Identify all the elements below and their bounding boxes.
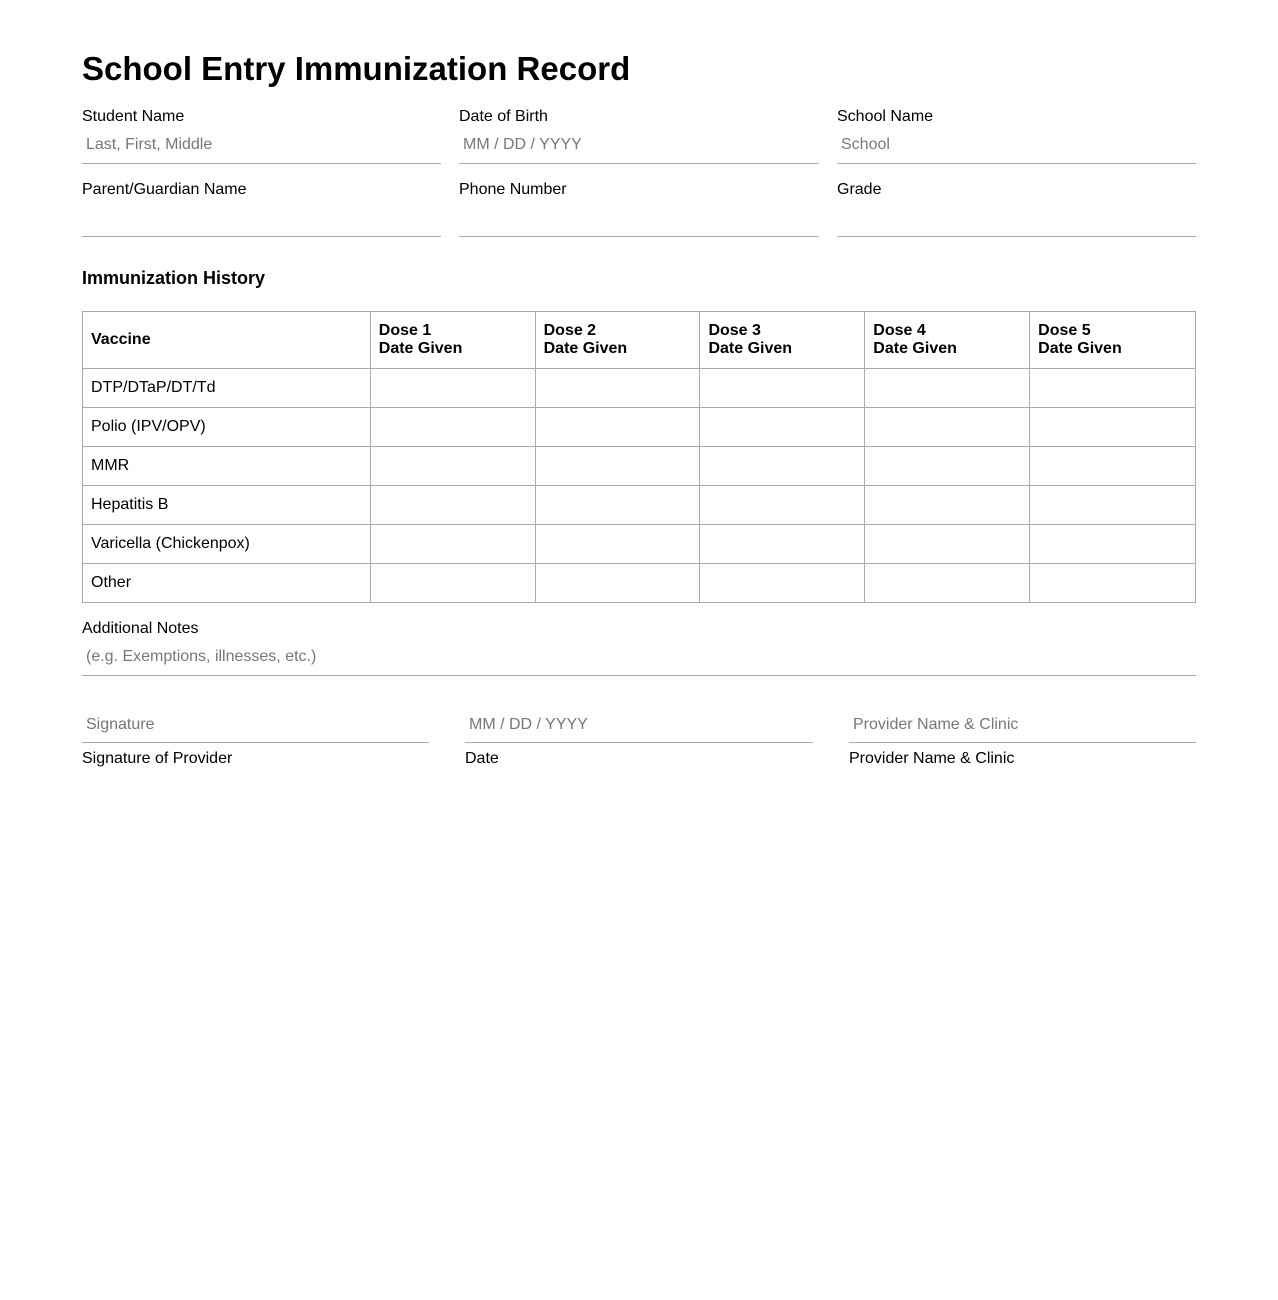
dose-2-date-cell[interactable] — [534, 485, 701, 525]
grade-field: Grade — [837, 179, 1196, 237]
header-line: Vaccine — [91, 331, 151, 348]
dose-5-date-cell[interactable] — [1029, 368, 1196, 408]
table-header-row: Vaccine Dose 1 Date Given Dose 2 Date Given D… — [82, 311, 1196, 369]
dose-4-date-cell[interactable] — [864, 368, 1031, 408]
table-row: Varicella (Chickenpox) — [82, 524, 1196, 564]
dose-3-date-cell[interactable] — [699, 368, 866, 408]
field-label: School Name — [837, 108, 934, 125]
signature-caption: Signature of Provider — [82, 750, 233, 767]
field-label: Date of Birth — [459, 108, 548, 125]
date-of-birth-input[interactable] — [459, 128, 819, 164]
column-header-dose-1: Dose 1 Date Given — [369, 311, 536, 369]
header-line: Date Given — [543, 340, 628, 357]
vaccine-name-cell: Other — [82, 563, 371, 603]
table-row: MMR — [82, 446, 1196, 486]
signature-date-field: Date — [465, 709, 813, 768]
provider-name-field: Provider Name & Clinic — [849, 709, 1196, 768]
dose-4-date-cell[interactable] — [864, 485, 1031, 525]
dose-4-date-cell[interactable] — [864, 563, 1031, 603]
dose-5-date-cell[interactable] — [1029, 407, 1196, 447]
signature-input[interactable] — [82, 709, 429, 743]
page-title: School Entry Immunization Record — [82, 50, 631, 87]
guardian-name-input[interactable] — [82, 201, 441, 237]
dose-2-date-cell[interactable] — [534, 407, 701, 447]
dose-1-date-cell[interactable] — [369, 368, 536, 408]
vaccine-name-cell: Polio (IPV/OPV) — [82, 407, 371, 447]
school-name-field: School Name — [837, 106, 1196, 164]
dose-2-date-cell[interactable] — [534, 446, 701, 486]
dose-2-date-cell[interactable] — [534, 524, 701, 564]
table-row: DTP/DTaP/DT/Td — [82, 368, 1196, 408]
phone-number-field: Phone Number — [459, 179, 819, 237]
column-header-vaccine: Vaccine — [82, 311, 371, 369]
additional-notes-input[interactable] — [82, 640, 1196, 676]
dose-1-date-cell[interactable] — [369, 407, 536, 447]
date-of-birth-field: Date of Birth — [459, 106, 819, 164]
date-caption: Date — [465, 750, 499, 767]
column-header-dose-3: Dose 3 Date Given — [699, 311, 866, 369]
grade-input[interactable] — [837, 201, 1196, 237]
school-name-input[interactable] — [837, 128, 1196, 164]
header-line: Dose 5 — [1038, 322, 1091, 339]
header-line: Date Given — [378, 340, 463, 357]
guardian-name-field: Parent/Guardian Name — [82, 179, 441, 237]
vaccine-name-cell: Varicella (Chickenpox) — [82, 524, 371, 564]
student-name-input[interactable] — [82, 128, 441, 164]
guardian-info-row: Parent/Guardian Name Phone Number Grade — [82, 179, 1196, 237]
header-line: Date Given — [873, 340, 957, 357]
header-line: Dose 3 — [708, 322, 761, 339]
dose-1-date-cell[interactable] — [369, 563, 536, 603]
dose-4-date-cell[interactable] — [864, 446, 1031, 486]
field-label: Additional Notes — [82, 620, 199, 637]
additional-notes-field: Additional Notes — [82, 618, 1196, 676]
signature-row: Signature of Provider Date Provider Name… — [82, 709, 1196, 768]
dose-1-date-cell[interactable] — [369, 524, 536, 564]
dose-2-date-cell[interactable] — [534, 563, 701, 603]
dose-2-date-cell[interactable] — [534, 368, 701, 408]
provider-caption: Provider Name & Clinic — [849, 750, 1015, 767]
header-line: Dose 4 — [873, 322, 926, 339]
dose-3-date-cell[interactable] — [699, 524, 866, 564]
student-name-field: Student Name — [82, 106, 441, 164]
dose-1-date-cell[interactable] — [369, 485, 536, 525]
dose-3-date-cell[interactable] — [699, 563, 866, 603]
field-label: Grade — [837, 181, 882, 198]
immunization-table: Vaccine Dose 1 Date Given Dose 2 Date Given D… — [82, 311, 1196, 603]
section-heading: Immunization History — [82, 268, 266, 288]
dose-4-date-cell[interactable] — [864, 524, 1031, 564]
dose-5-date-cell[interactable] — [1029, 524, 1196, 564]
dose-5-date-cell[interactable] — [1029, 446, 1196, 486]
vaccine-name-cell: Hepatitis B — [82, 485, 371, 525]
phone-number-input[interactable] — [459, 201, 819, 237]
dose-1-date-cell[interactable] — [369, 446, 536, 486]
vaccine-name-cell: MMR — [82, 446, 371, 486]
table-row: Hepatitis B — [82, 485, 1196, 525]
column-header-dose-5: Dose 5 Date Given — [1029, 311, 1196, 369]
provider-name-input[interactable] — [849, 709, 1196, 743]
dose-3-date-cell[interactable] — [699, 446, 866, 486]
dose-3-date-cell[interactable] — [699, 407, 866, 447]
dose-3-date-cell[interactable] — [699, 485, 866, 525]
header-line: Date Given — [1038, 340, 1122, 357]
table-row: Other — [82, 563, 1196, 603]
table-row: Polio (IPV/OPV) — [82, 407, 1196, 447]
header-line: Dose 1 — [378, 322, 432, 339]
field-label: Parent/Guardian Name — [82, 181, 247, 198]
field-label: Phone Number — [459, 181, 567, 198]
field-label: Student Name — [82, 108, 185, 125]
column-header-dose-2: Dose 2 Date Given — [534, 311, 701, 369]
signature-date-input[interactable] — [465, 709, 813, 743]
provider-signature-field: Signature of Provider — [82, 709, 429, 768]
vaccine-name-cell: DTP/DTaP/DT/Td — [82, 368, 371, 408]
header-line: Dose 2 — [543, 322, 597, 339]
column-header-dose-4: Dose 4 Date Given — [864, 311, 1031, 369]
student-info-row: Student Name Date of Birth School Name — [82, 106, 1196, 164]
dose-5-date-cell[interactable] — [1029, 563, 1196, 603]
header-line: Date Given — [708, 340, 793, 357]
dose-5-date-cell[interactable] — [1029, 485, 1196, 525]
dose-4-date-cell[interactable] — [864, 407, 1031, 447]
